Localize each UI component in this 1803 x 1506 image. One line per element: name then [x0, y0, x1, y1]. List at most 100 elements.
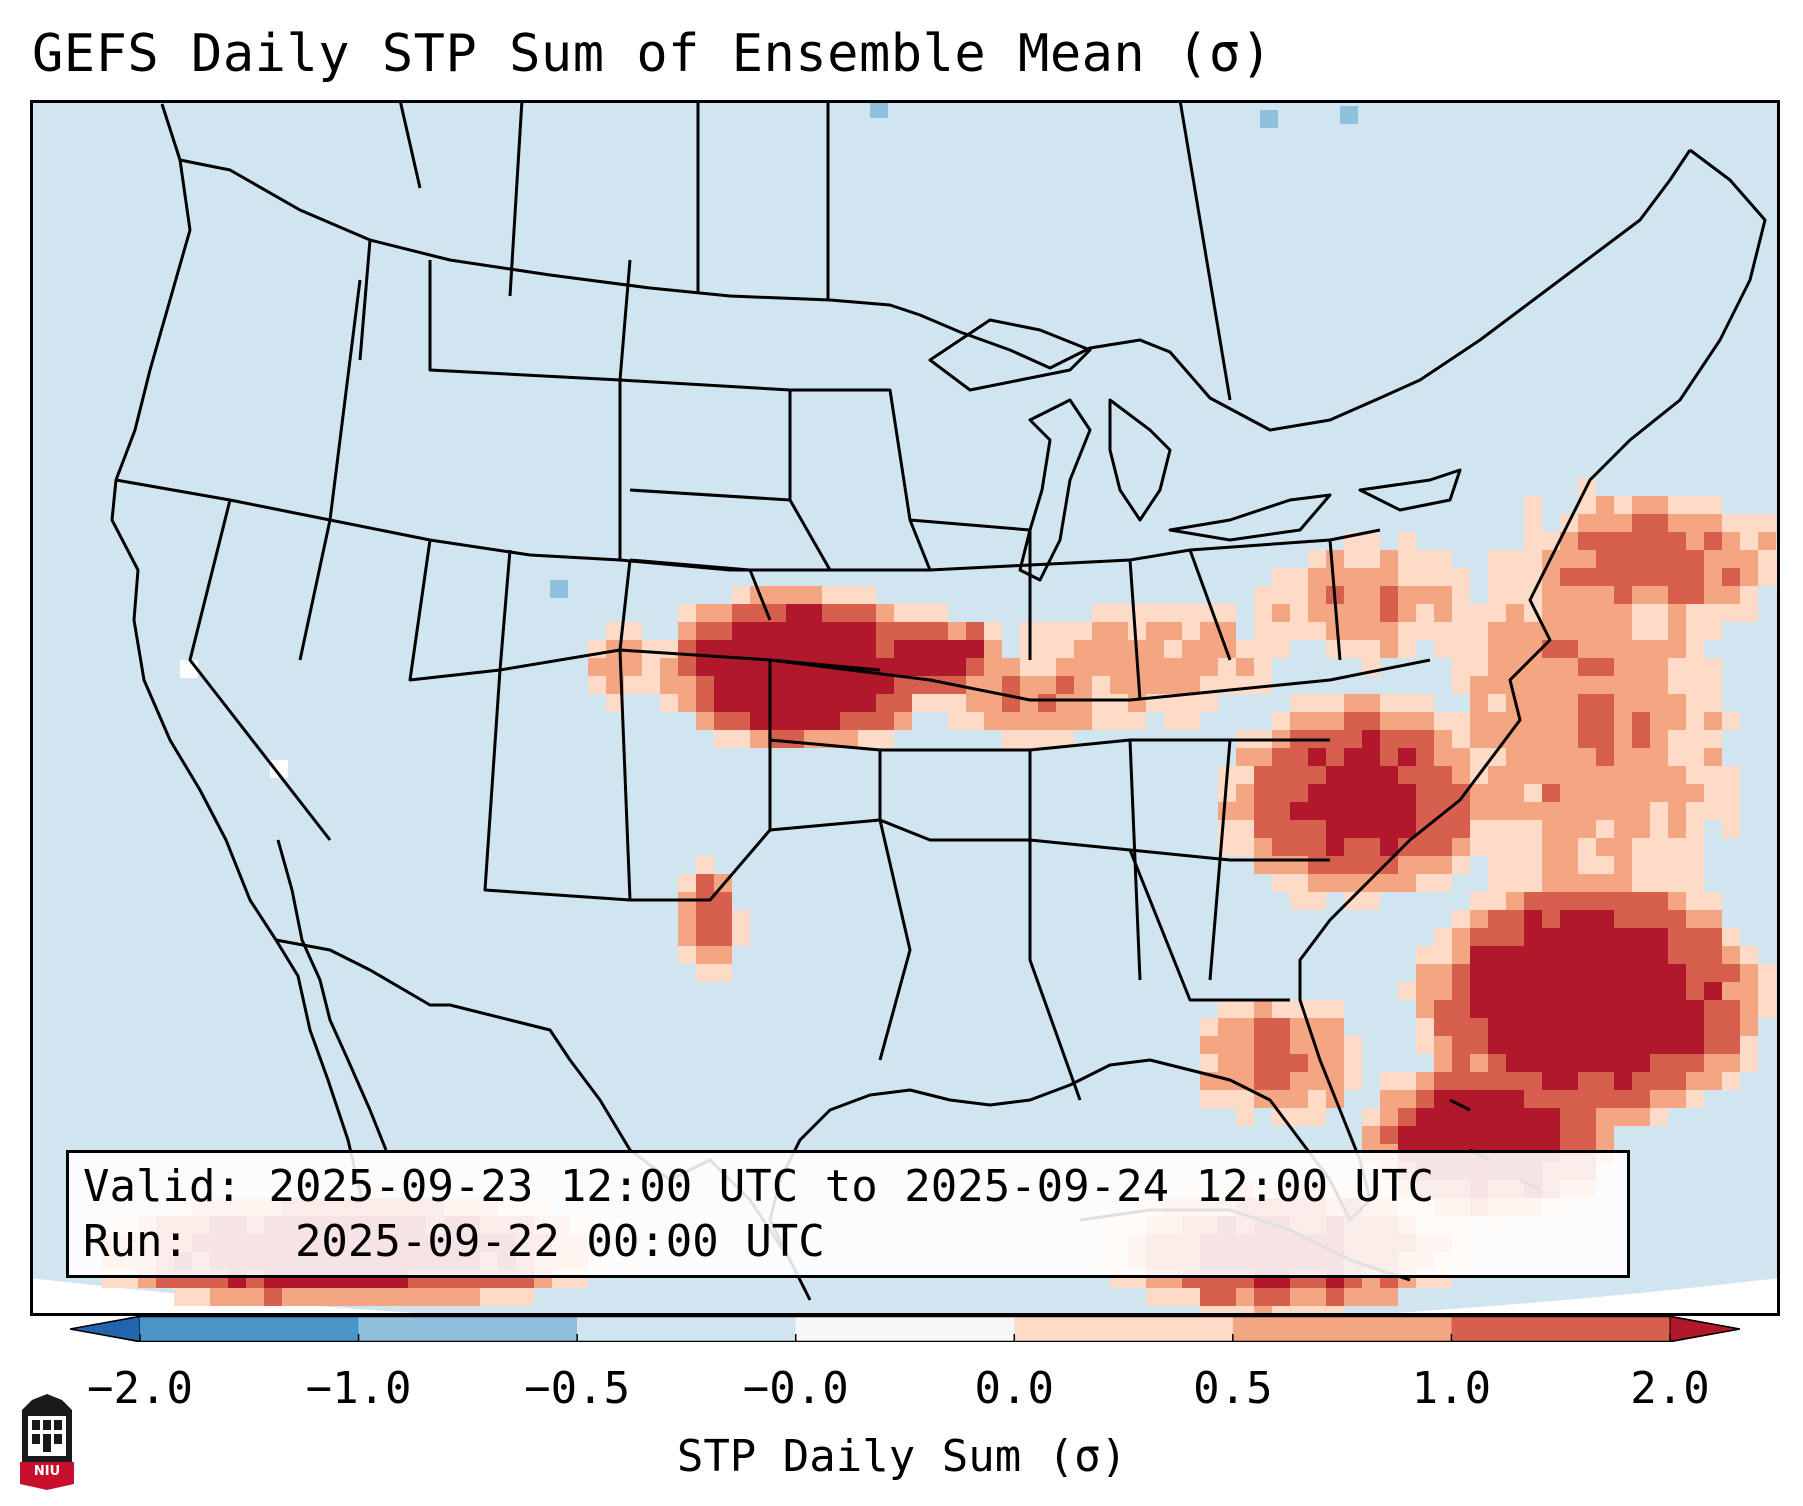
stp-cell: [1560, 622, 1578, 640]
stp-cell: [1596, 604, 1614, 622]
stp-cell: [1740, 1018, 1758, 1036]
stp-cell: [1632, 892, 1650, 910]
stp-cell: [1488, 946, 1506, 964]
stp-cell: [1632, 874, 1650, 892]
stp-cell: [1758, 550, 1776, 568]
stp-cell: [1308, 550, 1326, 568]
stp-cell: [840, 694, 858, 712]
stp-cell: [1614, 946, 1632, 964]
stp-cell: [750, 730, 768, 748]
stp-cell: [1326, 784, 1344, 802]
stp-cell: [1380, 568, 1398, 586]
stp-cell: [1452, 676, 1470, 694]
stp-cell: [1758, 964, 1776, 982]
stp-cell: [1488, 910, 1506, 928]
stp-cell: [1614, 1072, 1632, 1090]
stp-cell: [1254, 1036, 1272, 1054]
stp-cell: [1254, 1288, 1272, 1306]
stp-cell: [1578, 892, 1596, 910]
stp-cell: [1236, 1054, 1254, 1072]
stp-cell: [714, 928, 732, 946]
stp-cell: [732, 586, 750, 604]
stp-cell: [1452, 766, 1470, 784]
stp-cell: [1272, 802, 1290, 820]
colorbar-tick-label: −1.0: [305, 1363, 412, 1414]
stp-cell: [1110, 658, 1128, 676]
stp-cell: [1236, 676, 1254, 694]
stp-cell: [1704, 586, 1722, 604]
stp-cell: [1650, 1090, 1668, 1108]
stp-cell: [804, 622, 822, 640]
great-lakes: [928, 318, 1462, 582]
stp-cell: [1254, 766, 1272, 784]
stp-cell: [1470, 1126, 1488, 1144]
stp-cell: [1326, 550, 1344, 568]
west-coastline: [110, 103, 364, 1201]
stp-cell: [1452, 748, 1470, 766]
stp-cell: [1542, 694, 1560, 712]
stp-cell: [1740, 1000, 1758, 1018]
stp-cell: [894, 658, 912, 676]
stp-cell: [1686, 694, 1704, 712]
stp-cell: [1668, 514, 1686, 532]
stp-cell: [1524, 910, 1542, 928]
stp-cell: [1650, 982, 1668, 1000]
stp-cell: [1272, 784, 1290, 802]
stp-cell: [840, 730, 858, 748]
stp-cell: [1362, 1288, 1380, 1306]
stp-cell: [786, 694, 804, 712]
stp-cell: [1344, 640, 1362, 658]
stp-cell: [354, 1288, 372, 1306]
stp-cell: [1560, 1108, 1578, 1126]
stp-cell: [696, 694, 714, 712]
stp-cell: [1416, 622, 1434, 640]
stp-cell: [1290, 712, 1308, 730]
stp-cell: [1200, 1036, 1218, 1054]
stp-cell: [1524, 712, 1542, 730]
stp-cell: [984, 694, 1002, 712]
stp-cell: [1614, 514, 1632, 532]
stp-cell: [930, 640, 948, 658]
valid-run-info-box: Valid: 2025-09-23 12:00 UTC to 2025-09-2…: [66, 1150, 1630, 1278]
stp-cell: [1308, 694, 1326, 712]
stp-cell: [1560, 748, 1578, 766]
stp-cell: [1164, 676, 1182, 694]
stp-cell: [1704, 676, 1722, 694]
stp-cell: [1686, 928, 1704, 946]
stp-cell: [1146, 604, 1164, 622]
stp-cell: [1686, 496, 1704, 514]
stp-cell: [1578, 748, 1596, 766]
stp-cell: [1182, 658, 1200, 676]
stp-cell: [1452, 1054, 1470, 1072]
stp-cell: [1434, 838, 1452, 856]
stp-cell: [1416, 982, 1434, 1000]
stp-cell: [1560, 1054, 1578, 1072]
stp-cell: [1020, 658, 1038, 676]
stp-cell: [1524, 892, 1542, 910]
stp-cell: [1380, 820, 1398, 838]
colorbar-bin: [1232, 1316, 1452, 1342]
stp-cell: [1452, 784, 1470, 802]
stp-cell: [1686, 910, 1704, 928]
stp-cell: [1614, 892, 1632, 910]
stp-cell: [678, 910, 696, 928]
stp-cell: [1470, 1054, 1488, 1072]
state-lines: [115, 239, 1431, 1101]
stp-cell: [1020, 694, 1038, 712]
stp-cell: [966, 622, 984, 640]
stp-cell: [1632, 640, 1650, 658]
stp-cell: [1632, 964, 1650, 982]
stp-cell: [1290, 1288, 1308, 1306]
stp-cell: [1506, 964, 1524, 982]
stp-cell: [1704, 730, 1722, 748]
stp-cell: [1308, 1306, 1326, 1316]
stp-cell: [1038, 622, 1056, 640]
stp-cell: [1668, 1090, 1686, 1108]
stp-cell: [1452, 604, 1470, 622]
stp-cell: [1470, 892, 1488, 910]
stp-cell: [1488, 874, 1506, 892]
stp-cell: [1272, 712, 1290, 730]
stp-cell: [1758, 514, 1776, 532]
stp-cell: [1056, 694, 1074, 712]
stp-cell: [1596, 586, 1614, 604]
